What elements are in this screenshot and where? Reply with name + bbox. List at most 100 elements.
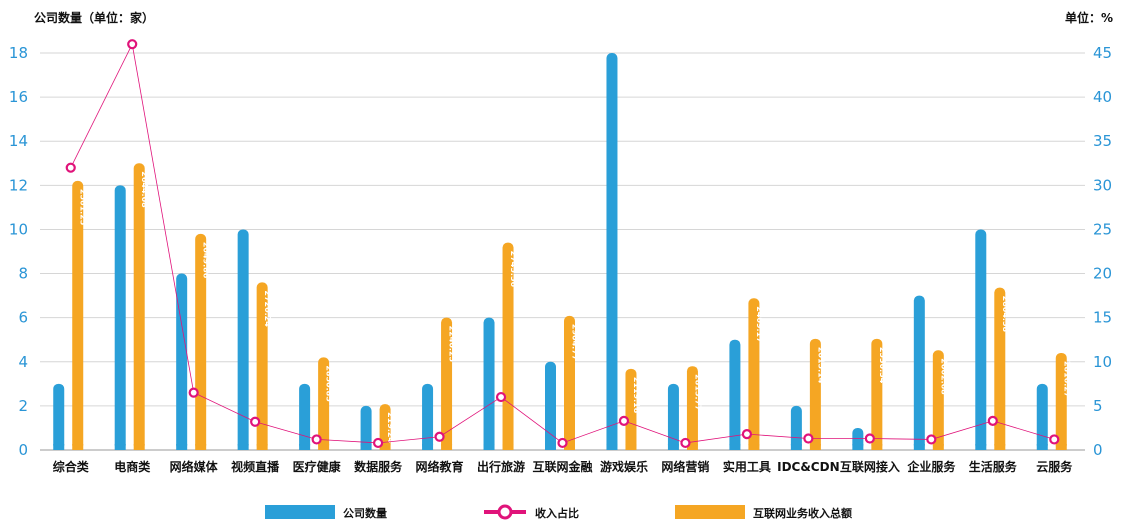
revenue-share-line	[71, 44, 1055, 443]
bar-revenue-total-base	[503, 444, 514, 450]
right-axis-title: 单位：%	[1065, 10, 1113, 25]
bar-revenue-total-base	[257, 444, 268, 450]
bar-revenue-total-label: 2904.77	[571, 324, 580, 360]
revenue-share-point	[436, 433, 444, 441]
category-label: 网络营销	[661, 459, 709, 474]
revenue-share-point	[128, 40, 136, 48]
bar-company-count	[914, 296, 925, 450]
bar-company-count	[361, 406, 372, 450]
category-label: 医疗健康	[293, 459, 342, 474]
bar-revenue-total-base	[625, 444, 636, 450]
category-label: 互联网金融	[532, 459, 592, 474]
revenue-share-point	[989, 417, 997, 425]
legend-label-revenue-share: 收入占比	[535, 506, 579, 520]
left-tick-label: 0	[18, 441, 28, 459]
legend-swatch-company-count	[265, 505, 335, 519]
bar-revenue-total-base	[994, 444, 1005, 450]
left-tick-label: 8	[18, 265, 28, 283]
revenue-share-point	[804, 435, 812, 443]
revenue-share-point	[251, 418, 259, 426]
left-tick-label: 18	[9, 44, 28, 62]
legend-label-company-count: 公司数量	[343, 506, 387, 520]
bar-company-count-base	[299, 444, 310, 450]
bar-revenue-total-label: 2409.17	[755, 306, 764, 342]
legend-label-revenue-total: 互联网业务收入总额	[753, 506, 852, 520]
revenue-share-point	[67, 164, 75, 172]
left-tick-label: 2	[18, 397, 28, 415]
right-tick-label: 40	[1093, 88, 1112, 106]
right-tick-label: 45	[1093, 44, 1112, 62]
bar-revenue-total-label: 2720.24	[263, 290, 272, 327]
bar-revenue-total-base	[1056, 444, 1067, 450]
bar-revenue-total-label: 2002.68	[939, 358, 948, 395]
right-tick-label: 0	[1093, 441, 1103, 459]
left-axis-ticks: 024681012141618	[9, 44, 28, 459]
bar-revenue-total-label: 2561.25	[79, 189, 88, 226]
bar-revenue-total-label: 2240.25	[448, 326, 457, 363]
bar-revenue-total-label: 2119.18	[632, 377, 641, 414]
right-tick-label: 5	[1093, 397, 1103, 415]
revenue-share-point	[620, 417, 628, 425]
left-tick-label: 6	[18, 309, 28, 327]
bar-company-count	[1037, 384, 1048, 450]
left-tick-label: 12	[9, 176, 28, 194]
bar-company-count	[238, 229, 249, 450]
category-label: 网络媒体	[170, 459, 219, 474]
bar-company-count-base	[53, 444, 64, 450]
bar-company-count	[729, 340, 740, 450]
bar-company-count	[115, 185, 126, 450]
bar-revenue-total-base	[810, 444, 821, 450]
bar-revenue-total-base	[195, 444, 206, 450]
bar-company-count	[176, 274, 187, 450]
bar-revenue-total-label: 2815.77	[693, 374, 702, 410]
category-label: 出行旅游	[477, 459, 525, 474]
left-axis-title: 公司数量（单位：家）	[34, 10, 154, 25]
series-revenue-share	[67, 40, 1059, 447]
bar-company-count-base	[852, 444, 863, 450]
bar-company-count-base	[176, 444, 187, 450]
revenue-share-point	[866, 435, 874, 443]
category-label: 数据服务	[354, 459, 403, 474]
legend: 公司数量 收入占比 互联网业务收入总额	[265, 505, 852, 520]
left-tick-label: 16	[9, 88, 28, 106]
bar-revenue-total-label: 2015.14	[816, 347, 825, 384]
bar-revenue-total-label: 2530.54	[878, 347, 887, 384]
bar-revenue-total-label: 2644.08	[140, 171, 149, 208]
bar-revenue-total-base	[72, 444, 83, 450]
bar-company-count	[791, 406, 802, 450]
category-label: 视频直播	[231, 459, 280, 474]
category-label: 互联网接入	[840, 459, 900, 474]
bar-company-count	[299, 384, 310, 450]
bar-company-count-base	[361, 444, 372, 450]
bar-revenue-total-base	[318, 444, 329, 450]
right-tick-label: 25	[1093, 220, 1112, 238]
category-label: 游戏娱乐	[600, 459, 648, 474]
right-tick-label: 30	[1093, 176, 1112, 194]
bar-company-count	[484, 318, 495, 450]
bar-company-count-base	[975, 444, 986, 450]
bar-company-count-base	[115, 444, 126, 450]
bar-company-count-base	[668, 444, 679, 450]
right-tick-label: 20	[1093, 265, 1112, 283]
right-axis-ticks: 0 5 10 15 20 25 30 35 40 45	[1093, 44, 1112, 459]
bar-company-count-base	[914, 444, 925, 450]
bar-company-count-base	[422, 444, 433, 450]
bar-revenue-total-base	[441, 444, 452, 450]
right-tick-label: 10	[1093, 353, 1112, 371]
bar-company-count-base	[606, 444, 617, 450]
bar-revenue-total-label: 2816.27	[1062, 361, 1071, 397]
bar-revenue-total-base	[134, 444, 145, 450]
revenue-share-point	[743, 430, 751, 438]
category-labels: 综合类 电商类 网络媒体 视频直播 医疗健康 数据服务 网络教育 出行旅游 互联网金融 游戏娱乐网…	[53, 459, 1074, 474]
left-tick-label: 14	[9, 132, 28, 150]
category-label: 云服务	[1036, 459, 1073, 474]
category-label: 网络教育	[416, 459, 464, 474]
bar-company-count	[975, 229, 986, 450]
bar-revenue-total-base	[933, 444, 944, 450]
bar-revenue-total-label: 2804.58	[1001, 296, 1010, 333]
bar-revenue-total-label: 2745.56	[509, 251, 518, 288]
bar-company-count-base	[729, 444, 740, 450]
bar-company-count	[422, 384, 433, 450]
revenue-share-point	[190, 389, 198, 397]
category-label: IDC&CDN	[777, 460, 840, 474]
